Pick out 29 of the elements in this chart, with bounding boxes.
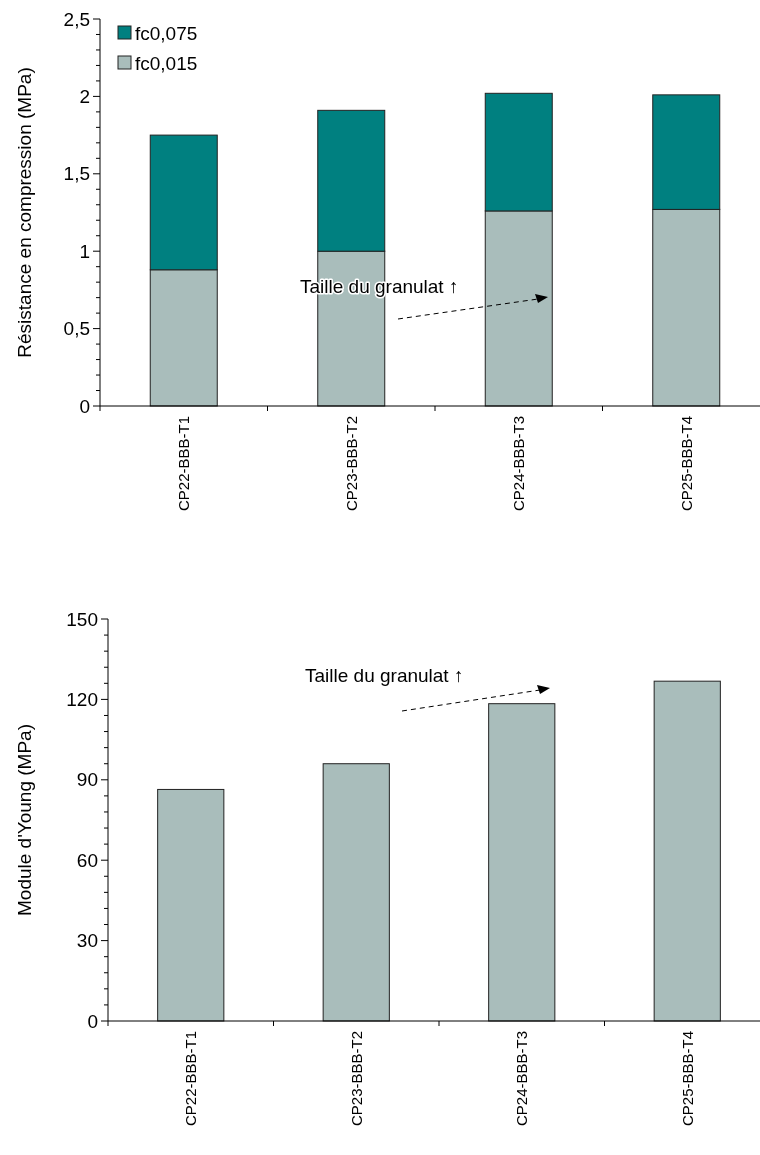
annotation: Taille du granulat ↑ <box>305 665 464 686</box>
x-tick-label: CP23-BBB-T2 <box>342 416 360 512</box>
y-tick-label: 2,5 <box>63 8 90 30</box>
bar <box>488 703 556 1022</box>
x-tick-label: CP23-BBB-T2 <box>347 1031 365 1127</box>
y-tick-label: 30 <box>76 930 98 952</box>
legend-label: fc0,015 <box>135 52 198 74</box>
bar <box>653 680 721 1022</box>
x-tick-label: CP24-BBB-T3 <box>510 416 527 512</box>
y-tick-label: 0 <box>79 395 90 417</box>
bar <box>157 788 225 1022</box>
y-axis-title: Module d'Young (MPa) <box>13 724 35 916</box>
x-tick-label: CP22-BBB-T1 <box>182 1031 199 1127</box>
x-tick-label: CP24-BBB-T3 <box>513 1031 530 1127</box>
y-tick-label: 60 <box>76 849 98 871</box>
y-tick-label: 1 <box>79 240 90 262</box>
legend-label: fc0,075 <box>135 22 198 44</box>
y-axis-title: Résistance en compression (MPa) <box>13 67 35 358</box>
x-tick-label: CP22-BBB-T1 <box>175 416 192 512</box>
y-tick-label: 1,5 <box>63 163 90 185</box>
bar <box>322 763 390 1022</box>
y-tick-label: 0 <box>87 1010 98 1032</box>
y-tick-label: 150 <box>66 608 98 630</box>
x-tick-label: CP25-BBB-T4 <box>677 416 695 512</box>
x-tick-label: CP25-BBB-T4 <box>678 1031 696 1127</box>
y-tick-label: 90 <box>76 769 98 791</box>
y-tick-label: 120 <box>66 689 98 711</box>
y-tick-label: 2 <box>79 86 90 108</box>
y-tick-label: 0,5 <box>63 318 90 340</box>
